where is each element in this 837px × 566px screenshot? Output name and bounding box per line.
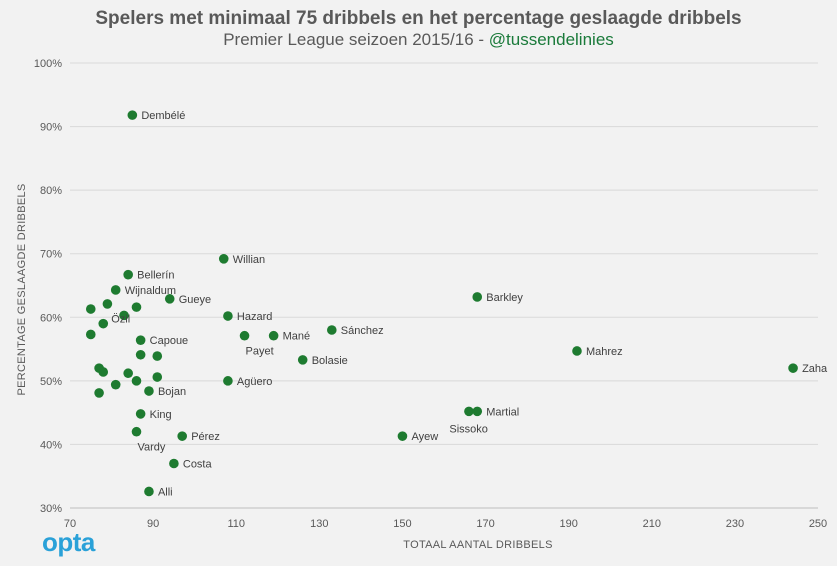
point-label: Alli [158,486,173,498]
data-point [110,285,121,295]
data-point [98,367,109,377]
point-label: Barkley [486,292,523,304]
point-label: Gueye [179,294,211,306]
subtitle-main: Premier League seizoen 2015/16 - [223,30,489,49]
point-label: Mahrez [586,346,623,358]
data-point [788,363,798,373]
point-label: Willian [233,254,265,266]
point-label: Hazard [237,311,272,323]
data-point [94,388,104,398]
point-label: Sánchez [341,325,384,337]
data-point [102,299,113,309]
x-tick-label: 190 [559,518,577,530]
data-point [268,330,279,341]
x-tick-label: 210 [643,518,661,530]
data-point [119,310,129,321]
data-point [98,318,109,329]
data-point [110,379,121,390]
point-label: Ayew [411,431,438,443]
x-tick-label: 230 [726,518,744,530]
data-point [135,335,146,345]
point-label: Mané [283,331,311,343]
y-tick-label: 90% [40,122,62,134]
chart-subtitle: Premier League seizoen 2015/16 - @tussen… [0,30,837,50]
data-point [85,329,96,340]
data-point [223,311,233,321]
data-point [397,431,408,441]
point-label: Özil [111,314,130,326]
point-label: King [150,409,172,421]
data-point [152,372,163,382]
data-point [572,346,582,356]
y-tick-label: 40% [40,439,62,451]
y-tick-label: 30% [40,503,62,515]
data-point [177,431,187,441]
data-point [327,325,337,335]
data-point [144,486,154,497]
data-point [223,376,233,386]
data-point [123,368,133,379]
data-point [135,409,146,419]
data-point [164,294,175,304]
point-label: Agüero [237,376,272,388]
subtitle-handle: @tussendelinies [488,30,614,49]
data-point [135,349,146,360]
x-tick-label: 70 [64,518,76,530]
data-point [85,304,96,314]
data-point [127,110,138,120]
x-axis-title: TOTAAL AANTAL DRIBBELS [403,539,552,551]
data-point [152,351,163,361]
x-tick-label: 110 [227,518,245,530]
point-label: Bojan [158,386,186,398]
point-label: Wijnaldum [125,285,176,297]
data-point [464,406,474,417]
data-point [131,376,142,386]
data-point [218,253,229,264]
point-label: Dembélé [141,110,185,122]
point-label: Bellerín [137,270,174,282]
point-label: Payet [246,346,274,358]
point-label: Martial [486,406,519,418]
x-tick-label: 250 [809,518,827,530]
data-point [169,458,179,469]
y-tick-label: 70% [40,249,62,261]
y-tick-label: 100% [34,58,62,70]
point-label: Costa [183,459,213,471]
point-label: Vardy [137,442,165,454]
x-tick-label: 130 [310,518,328,530]
data-point [239,330,250,341]
data-point [297,355,308,365]
opta-logo: opta [42,527,95,557]
data-point [123,269,133,280]
point-label: Bolasie [312,355,348,367]
chart-title: Spelers met minimaal 75 dribbels en het … [95,8,742,29]
y-tick-label: 80% [40,185,62,197]
point-label: Sissoko [449,423,488,435]
x-tick-label: 90 [147,518,159,530]
data-point [144,386,154,396]
data-point [472,292,483,302]
y-tick-label: 50% [40,376,62,388]
data-point [131,426,142,437]
point-label: Pérez [191,431,220,443]
x-tick-label: 150 [393,518,411,530]
x-tick-label: 170 [476,518,494,530]
y-tick-label: 60% [40,312,62,324]
data-point [131,302,142,312]
data-point [472,406,483,417]
y-axis-title: PERCENTAGE GESLAAGDE DRIBBELS [16,183,28,395]
point-label: Capoue [150,335,189,347]
point-label: Zaha [802,363,828,375]
